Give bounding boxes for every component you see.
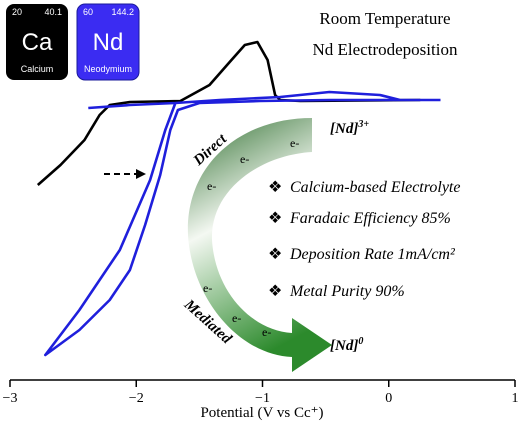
highlight: Deposition Rate 1mA/cm² [289,246,456,263]
x-axis: −3 −2 −1 0 1 [3,379,519,406]
scan-arrow-head [136,169,146,179]
electron: e- [290,136,299,150]
x-tick-label: 0 [385,391,392,406]
electron: e- [262,325,271,339]
x-tick-label: −2 [129,391,144,406]
highlight: Metal Purity 90% [289,283,405,300]
title: Room Temperature [319,9,450,28]
atomic-number: 60 [83,7,93,17]
electron: e- [207,179,216,193]
neodymium-tile [76,3,140,81]
electron: e- [240,152,249,166]
bullet: ❖ [268,283,282,300]
x-axis-label: Potential (V vs Cc⁺) [200,405,323,421]
bullet: ❖ [268,210,282,227]
ion: [Nd] [330,121,358,137]
atomic-mass: 144.2 [111,7,134,17]
highlights: ❖ Calcium-based Electrolyte ❖ Faradaic E… [268,179,460,300]
x-tick-label: −3 [3,391,18,406]
charge: 0 [358,336,363,347]
bullet: ❖ [268,179,282,196]
oxidized-species: [Nd]3+ [330,119,369,137]
electron: e- [232,311,241,325]
electron: e- [203,281,212,295]
element-symbol: Nd [93,29,124,56]
highlight: Calcium-based Electrolyte [290,179,460,196]
element-symbol: Ca [22,29,53,56]
bullet: ❖ [268,246,282,263]
reduced-species: [Nd]0 [330,336,363,354]
x-tick-label: −1 [255,391,270,406]
ion: [Nd] [330,338,358,354]
highlight: Faradaic Efficiency 85% [289,210,451,227]
atomic-mass: 40.1 [44,7,62,17]
reduction-arrow [187,118,332,372]
curves [36,40,441,357]
atomic-number: 20 [12,7,22,17]
calcium-tile [6,4,68,80]
subtitle: Nd Electrodeposition [313,40,458,59]
cv-curve [44,90,441,357]
element-name: Calcium [21,64,54,74]
charge: 3+ [357,119,369,130]
x-tick-label: 1 [512,391,519,406]
element-name: Neodymium [84,64,132,74]
